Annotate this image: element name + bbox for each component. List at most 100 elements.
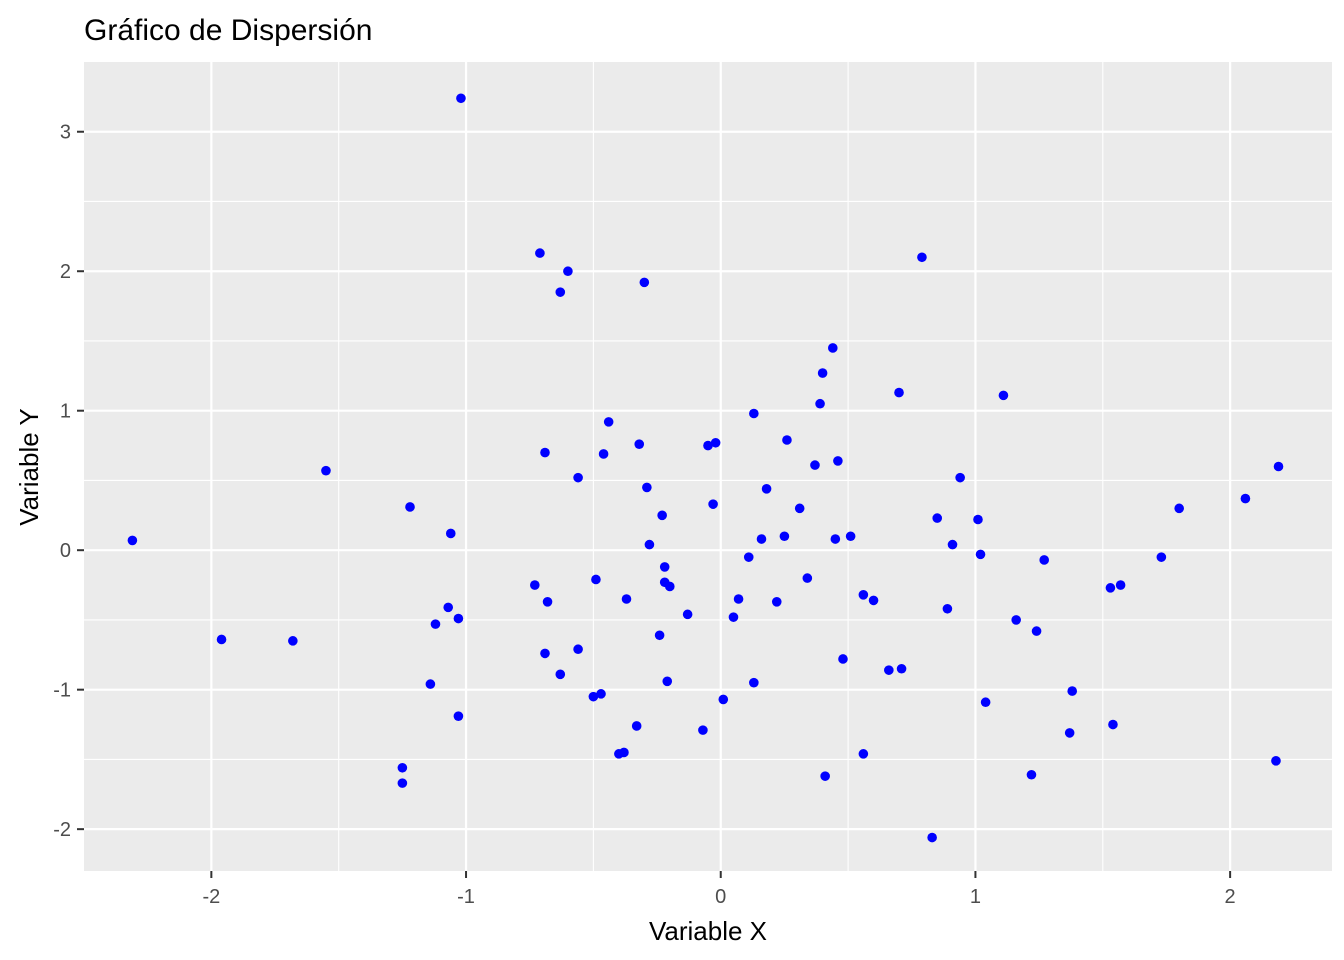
scatter-point	[662, 676, 673, 687]
scatter-point	[710, 437, 721, 448]
scatter-point	[664, 581, 675, 592]
y-axis-title: Variable Y	[14, 408, 44, 526]
scatter-point	[591, 574, 601, 585]
scatter-point	[397, 762, 408, 773]
scatter-point	[833, 456, 843, 466]
scatter-point	[540, 648, 550, 659]
scatter-point	[1039, 555, 1049, 565]
scatter-point	[621, 594, 632, 604]
x-tick-label: -1	[457, 886, 475, 908]
scatter-point	[947, 539, 958, 550]
scatter-point	[794, 503, 805, 514]
scatter-point	[761, 484, 772, 494]
scatter-point	[838, 654, 848, 664]
scatter-point	[654, 630, 665, 641]
scatter-point	[998, 390, 1009, 401]
x-tick-label: -2	[202, 886, 220, 908]
x-tick-label: 2	[1225, 886, 1236, 908]
scatter-point	[942, 603, 953, 614]
scatter-point	[802, 573, 813, 583]
scatter-point	[1156, 552, 1167, 562]
plot-panel	[84, 62, 1332, 871]
x-axis-title: Variable X	[649, 916, 767, 946]
x-tick-label: 0	[715, 886, 726, 908]
scatter-point	[1011, 615, 1021, 625]
scatter-point	[868, 595, 879, 606]
chart-title: Gráfico de Dispersión	[84, 14, 372, 47]
scatter-point	[659, 562, 670, 572]
scatter-point	[573, 644, 583, 655]
scatter-point	[1067, 686, 1078, 696]
scatter-point	[555, 287, 566, 297]
scatter-point	[728, 612, 739, 622]
y-tick-label: 3	[60, 122, 71, 144]
scatter-point	[1105, 583, 1116, 593]
scatter-point	[756, 534, 767, 544]
scatter-point	[1115, 580, 1126, 590]
scatter-point	[810, 460, 820, 470]
scatter-point	[980, 697, 991, 708]
scatter-point	[858, 749, 869, 759]
scatter-point	[820, 771, 830, 781]
scatter-point	[955, 472, 965, 483]
scatter-point	[896, 663, 907, 674]
scatter-point	[1108, 719, 1118, 730]
scatter-point	[682, 609, 693, 620]
y-tick-label: -1	[53, 680, 71, 702]
scatter-point	[634, 439, 645, 449]
scatter-point	[817, 368, 828, 378]
scatter-point	[657, 510, 667, 521]
y-tick-label: -2	[53, 819, 71, 841]
x-tick-label: 1	[970, 886, 981, 908]
scatter-point	[573, 472, 583, 483]
scatter-point	[782, 435, 792, 445]
scatter-point	[453, 711, 464, 721]
scatter-point	[1273, 461, 1284, 472]
scatter-point	[718, 694, 729, 705]
scatter-point	[858, 590, 869, 600]
y-axis: -2 -1 0 1 2 3	[53, 122, 84, 841]
scatter-point	[884, 665, 894, 675]
scatter-point	[642, 482, 652, 493]
scatter-point	[542, 596, 553, 607]
scatter-point	[598, 449, 609, 459]
scatter-point	[1064, 728, 1075, 738]
scatter-point	[932, 513, 943, 523]
scatter-point	[1240, 493, 1251, 504]
scatter-point	[927, 832, 937, 843]
scatter-point	[288, 636, 298, 646]
scatter-point	[530, 580, 540, 590]
scatter-point	[127, 535, 138, 546]
scatter-point	[540, 447, 550, 458]
scatter-point	[698, 725, 708, 735]
scatter-point	[749, 677, 759, 688]
minor-gridlines	[84, 62, 1332, 871]
scatter-point	[917, 252, 927, 263]
scatter-point	[430, 619, 441, 629]
scatter-point	[1026, 769, 1037, 780]
scatter-point	[445, 528, 456, 539]
scatter-point	[405, 502, 415, 512]
scatter-point	[733, 594, 744, 604]
scatter-point	[828, 343, 838, 353]
y-tick-label: 1	[60, 401, 71, 423]
scatter-point	[845, 531, 856, 542]
scatter-point	[703, 440, 713, 451]
scatter-point	[588, 691, 599, 702]
scatter-point	[397, 778, 408, 788]
scatter-point	[771, 596, 782, 607]
scatter-point	[321, 465, 331, 476]
scatter-point	[603, 417, 614, 427]
scatter-point	[894, 387, 904, 398]
y-tick-label: 2	[60, 261, 71, 283]
data-points	[127, 93, 1284, 843]
scatter-point	[456, 93, 466, 104]
scatter-point	[779, 531, 790, 542]
major-gridlines	[84, 62, 1332, 871]
scatter-point	[749, 408, 759, 419]
scatter-point	[453, 613, 464, 624]
scatter-point	[443, 602, 454, 613]
x-axis: -2 -1 0 1 2	[202, 871, 1236, 908]
scatter-point	[973, 514, 983, 525]
scatter-point	[743, 552, 754, 562]
